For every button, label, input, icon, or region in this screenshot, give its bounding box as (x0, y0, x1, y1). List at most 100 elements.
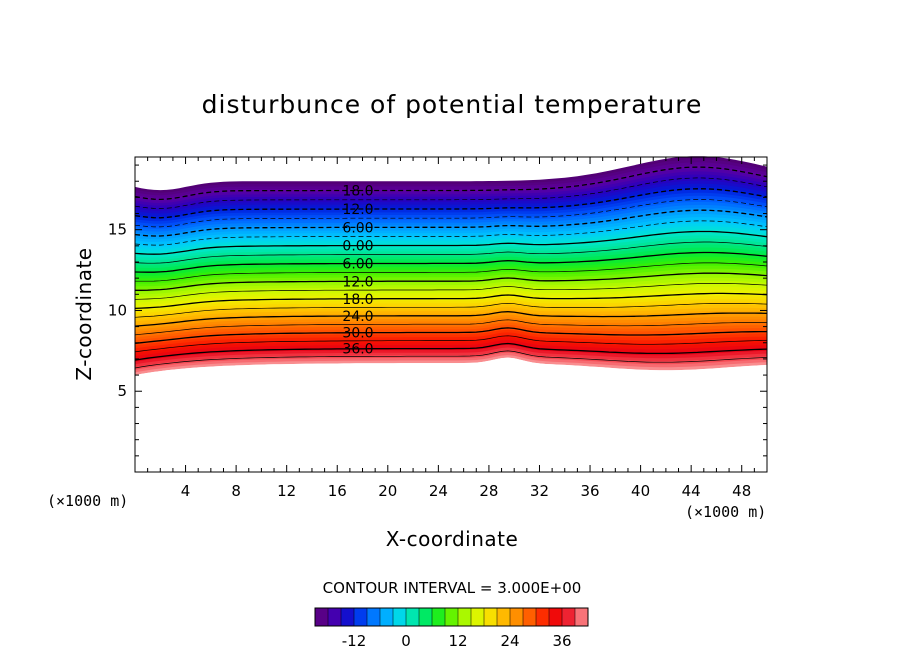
colorbar-swatch (523, 608, 537, 626)
contour-line (135, 209, 767, 237)
contour-label: 12.0 (342, 202, 373, 218)
contour-band (135, 161, 767, 198)
contour-line (135, 272, 767, 291)
y-tick-label: 10 (108, 301, 127, 319)
contour-band (135, 289, 767, 308)
contour-band (135, 267, 767, 290)
contour-line (135, 327, 767, 345)
contour-line-layer (135, 166, 767, 369)
contour-band (135, 318, 767, 338)
colorbar-swatch (471, 608, 485, 626)
contour-band (135, 234, 767, 261)
contour-label: 30.0 (342, 326, 373, 342)
contour-line (135, 241, 767, 264)
contour-band (135, 179, 767, 214)
colorbar-tick-label: 12 (448, 632, 467, 650)
colorbar-swatch (510, 608, 524, 626)
y-axis-unit: (×1000 m) (47, 492, 128, 510)
contour-band (135, 195, 767, 227)
x-tick-label: 4 (181, 482, 191, 500)
contour-band (135, 219, 767, 248)
contour-line (135, 319, 767, 336)
colorbar-swatch (419, 608, 433, 626)
contour-line (135, 292, 767, 310)
contour-label: 12.0 (342, 274, 373, 290)
x-tick-label: 32 (530, 482, 549, 500)
contour-band (135, 198, 767, 229)
y-tick-label: 15 (108, 221, 127, 239)
y-tick-label: 5 (117, 382, 127, 400)
contour-line (135, 220, 767, 246)
contour-band (135, 204, 767, 235)
contour-band (135, 321, 767, 341)
contour-band (135, 213, 767, 242)
colorbar-tick-label: 36 (552, 632, 571, 650)
contour-band (135, 182, 767, 216)
contour-line (135, 342, 767, 361)
contour-band (135, 188, 767, 222)
contour-band (135, 261, 767, 284)
contour-band (135, 326, 767, 346)
contour-label: 0.00 (342, 239, 373, 255)
colorbar-swatch (354, 608, 368, 626)
contour-band (135, 216, 767, 245)
colorbar-swatch (497, 608, 511, 626)
x-axis-unit: (×1000 m) (685, 503, 766, 521)
contour-line (135, 311, 767, 327)
contour-band (135, 156, 767, 193)
contour-band (135, 210, 767, 240)
x-tick-label: 20 (378, 482, 397, 500)
colorbar-swatch (328, 608, 342, 626)
colorbar-swatch (536, 608, 550, 626)
contour-label: 36.0 (342, 342, 373, 358)
colorbar (314, 607, 589, 627)
contour-interval-text: CONTOUR INTERVAL = 3.000E+00 (323, 579, 582, 597)
colorbar-swatch (562, 608, 576, 626)
colorbar-swatch (432, 608, 446, 626)
colorbar-tick-label: 0 (401, 632, 411, 650)
contour-band (135, 173, 767, 209)
colorbar-swatch (367, 608, 381, 626)
colorbar-swatch (575, 608, 589, 626)
colorbar-tick-labels: -12 0 12 24 36 (342, 632, 572, 650)
contour-line (135, 177, 767, 209)
contour-band (135, 277, 767, 298)
contour-line (135, 199, 767, 228)
colorbar-tick-label: 24 (500, 632, 519, 650)
contour-band (135, 201, 767, 232)
contour-band (135, 329, 767, 349)
contour-line (135, 188, 767, 219)
x-tick-label: 28 (479, 482, 498, 500)
contour-line (135, 350, 767, 369)
x-tick-label: 44 (682, 482, 701, 500)
contour-label: 18.0 (342, 292, 373, 308)
contour-label: 24.0 (342, 309, 373, 325)
colorbar-swatch (341, 608, 355, 626)
contour-band (135, 331, 767, 351)
x-tick-label: 24 (429, 482, 448, 500)
contour-band (135, 222, 767, 250)
x-tick-label: 12 (277, 482, 296, 500)
contour-band (135, 176, 767, 211)
colorbar-swatch (458, 608, 472, 626)
contour-band (135, 164, 767, 201)
y-axis-label: Z-coordinate (72, 247, 96, 380)
x-tick-label: 16 (328, 482, 347, 500)
x-tick-label: 40 (631, 482, 650, 500)
colorbar-swatch (393, 608, 407, 626)
colorbar-swatch (380, 608, 394, 626)
contour-band (135, 264, 767, 287)
contour-line (135, 283, 767, 300)
contour-band (135, 258, 767, 281)
x-tick-label: 8 (231, 482, 241, 500)
contour-band (135, 334, 767, 354)
contour-band (135, 336, 767, 357)
colorbar-swatch (484, 608, 498, 626)
contour-band (135, 283, 767, 303)
contour-band (135, 170, 767, 206)
contour-band (135, 237, 767, 263)
x-axis-label: X-coordinate (386, 527, 519, 551)
